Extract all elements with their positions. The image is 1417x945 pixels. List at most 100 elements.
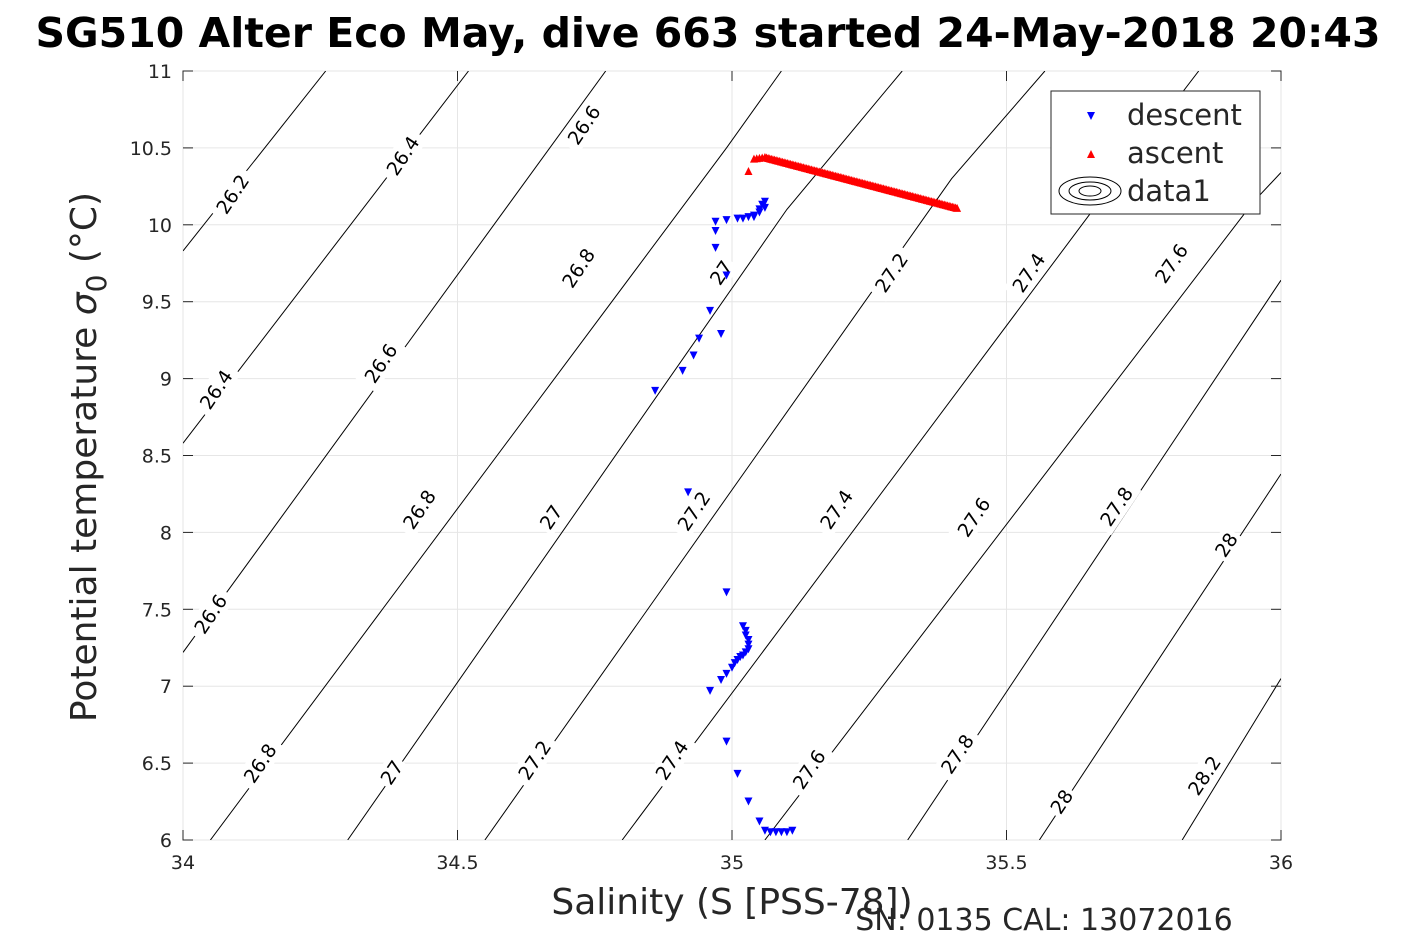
- legend-descent-label: descent: [1127, 98, 1242, 132]
- descent-point: [722, 588, 731, 597]
- legend-contour-icon: [1058, 176, 1122, 206]
- descent-point: [706, 686, 715, 695]
- descent-point: [744, 797, 753, 806]
- contour-label-bg: [932, 724, 983, 783]
- descent-point: [730, 659, 739, 668]
- contour-label-bg: [646, 730, 697, 790]
- x-axis-label: Salinity (S [PSS-78]): [551, 882, 912, 923]
- descent-point: [744, 636, 753, 645]
- legend: descent ascent data1: [1050, 90, 1261, 215]
- contour-line: [183, 71, 327, 252]
- descent-point: [733, 769, 742, 778]
- descent-point: [711, 217, 720, 226]
- descent-point: [711, 226, 720, 235]
- descent-point: [689, 351, 698, 360]
- contour-label-bg: [509, 730, 560, 790]
- contour-label-bg: [207, 164, 258, 224]
- y-tick-label: 8.5: [142, 446, 172, 468]
- descent-point: [744, 640, 753, 649]
- descent-point: [706, 306, 715, 315]
- legend-data1-label: data1: [1127, 174, 1211, 208]
- contour-label-bg: [373, 753, 410, 792]
- contour-label-bg: [1003, 243, 1054, 302]
- y-tick-label: 6: [160, 830, 172, 852]
- descent-point: [728, 663, 736, 672]
- x-tick-label: 35: [720, 852, 744, 874]
- contour-label-bg: [1179, 746, 1230, 805]
- descent-point: [711, 243, 720, 252]
- data-series: [651, 153, 962, 837]
- contour-line: [1181, 678, 1281, 840]
- descent-point: [684, 488, 693, 497]
- contour-label-bg: [355, 334, 406, 393]
- descent-point: [741, 626, 750, 635]
- y-axis-label-sub: 0: [80, 275, 113, 293]
- descent-point: [777, 828, 786, 837]
- y-tick-label: 9: [160, 369, 172, 391]
- descent-point: [717, 676, 726, 685]
- y-tick-label: 6.5: [142, 753, 172, 775]
- ascent-point: [744, 166, 753, 175]
- descent-point: [766, 828, 775, 837]
- contour-label-bg: [190, 360, 241, 419]
- contour-line: [347, 71, 903, 840]
- descent-point: [722, 271, 731, 280]
- contour-line: [484, 71, 1046, 840]
- contour-label-bg: [1146, 234, 1197, 293]
- y-axis-label-main: Potential temperature: [64, 315, 105, 722]
- x-tick-label: 34: [171, 852, 195, 874]
- descent-point: [722, 737, 731, 746]
- descent-point: [695, 334, 704, 343]
- descent-point: [741, 631, 750, 640]
- contour-line: [1038, 473, 1281, 840]
- descent-point: [717, 329, 726, 338]
- y-tick-label: 7: [160, 676, 172, 698]
- y-tick-label: 11: [148, 61, 172, 83]
- legend-box: [1050, 90, 1261, 215]
- descent-point: [678, 366, 687, 375]
- descent-point: [738, 214, 747, 223]
- contour-label-bg: [394, 480, 445, 539]
- x-tick-label: 36: [1269, 852, 1293, 874]
- descent-point: [738, 622, 747, 631]
- chart-title: SG510 Alter Eco May, dive 663 started 24…: [36, 9, 1381, 57]
- legend-ascent-marker: [1087, 150, 1095, 158]
- contour-label-bg: [532, 497, 570, 537]
- legend-descent-marker: [1087, 112, 1095, 120]
- contour-label-bg: [811, 480, 862, 539]
- grid-lines: [182, 70, 1282, 841]
- contour-label-bg: [553, 238, 604, 297]
- contour-label-bg: [783, 740, 834, 799]
- y-axis-label-sigma: σ: [64, 291, 105, 315]
- y-tick-label: 8: [160, 522, 172, 544]
- footer-serial-calibration: SN: 0135 CAL: 13072016: [855, 903, 1233, 938]
- descent-point: [749, 211, 758, 220]
- descent-point: [651, 386, 660, 395]
- descent-point: [733, 214, 742, 223]
- ascent-point: [953, 203, 962, 212]
- contour-label-bg: [234, 734, 285, 793]
- y-axis-label-unit: (°C): [64, 192, 105, 275]
- y-axis-label: Potential temperature σ0 (°C): [64, 192, 113, 722]
- x-tick-label: 35.5: [985, 852, 1027, 874]
- contour-label-bg: [668, 481, 719, 540]
- descent-point: [722, 669, 731, 678]
- descent-point: [744, 213, 753, 222]
- y-tick-label: 10.5: [130, 138, 172, 160]
- contour-label-bg: [377, 126, 428, 185]
- contour-label-bg: [558, 95, 609, 154]
- descent-point: [788, 826, 797, 835]
- contour-label-bg: [866, 243, 917, 302]
- descent-point: [755, 817, 764, 826]
- y-tick-label: 7.5: [142, 599, 172, 621]
- descent-point: [755, 205, 764, 214]
- descent-point: [782, 828, 791, 837]
- contour-label-bg: [1091, 477, 1142, 536]
- contour-label-bg: [702, 253, 740, 292]
- contour-label-bg: [948, 487, 999, 547]
- contour-label-bg: [1207, 525, 1245, 564]
- contour-line: [209, 71, 782, 840]
- axes: 34 34.5 35 35.5 36 6 6.5 7 7.5 8 8.5 9 9.5 10 10.5 11: [130, 61, 1293, 874]
- contour-label-bg: [185, 584, 236, 643]
